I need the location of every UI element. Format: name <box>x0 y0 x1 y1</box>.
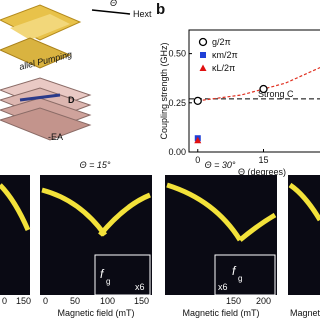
x-axis-label: Magnetic field (mT) <box>182 308 259 318</box>
legend-label: κm/2π <box>212 50 238 60</box>
x-tick-label: 200 <box>256 296 271 306</box>
y-axis-label: Coupling strength (GHz) <box>159 42 169 139</box>
chart-b: b0.000.250.5001530Θ (degrees)Coupling st… <box>156 1 320 177</box>
legend-marker <box>199 64 207 71</box>
legend-marker <box>200 52 206 58</box>
diagram: Hext Θ allel Pumping D -EA <box>0 0 152 142</box>
y-tick-label: 0.25 <box>168 98 186 108</box>
band <box>288 182 320 222</box>
inset-scale: x6 <box>218 282 228 292</box>
field-label: Hext <box>133 9 152 19</box>
x-tick-label: 0 <box>195 155 200 165</box>
layer <box>0 107 92 141</box>
reference-label: Strong C <box>258 89 294 99</box>
band <box>166 182 277 242</box>
spectrum <box>0 175 30 295</box>
spectra: f g x6 f g x6 Θ = 15° Θ = 30° 0 150 0 50… <box>0 160 320 318</box>
spectrum <box>288 175 320 295</box>
gold-strip <box>0 37 72 69</box>
arrow <box>91 9 131 15</box>
point <box>193 96 202 105</box>
x-tick-label: 50 <box>70 296 80 306</box>
inset-scale: x6 <box>135 282 145 292</box>
d-label: D <box>68 95 75 105</box>
point <box>259 84 268 94</box>
inset-f: f <box>232 264 237 278</box>
x-tick-label: 100 <box>100 296 115 306</box>
legend-label: κL/2π <box>212 63 235 73</box>
x-tick-label: 0 <box>2 296 7 306</box>
x-tick-label: 150 <box>16 296 31 306</box>
band <box>0 183 31 231</box>
x-axis-label: Θ (degrees) <box>238 167 286 177</box>
panel-title: Θ = 15° <box>80 160 111 170</box>
x-tick-label: 150 <box>226 296 241 306</box>
y-tick-label: 0.00 <box>168 147 186 157</box>
x-tick-label: 150 <box>134 296 149 306</box>
legend-label: g/2π <box>212 37 231 47</box>
inset-f: f <box>100 267 105 281</box>
inset <box>214 254 276 296</box>
arrow <box>19 93 61 102</box>
inset <box>94 254 151 296</box>
x-tick-label: 0 <box>43 296 48 306</box>
legend-marker <box>198 37 208 47</box>
x-tick-label: 15 <box>258 155 268 165</box>
inset-g: g <box>238 274 242 283</box>
x-axis-label: Magnetic field (mT) <box>57 308 134 318</box>
inset-g: g <box>106 277 110 286</box>
gold-strip <box>10 14 70 40</box>
panel-label: b <box>156 1 165 18</box>
point <box>194 136 202 144</box>
ea-label: -EA <box>48 132 63 142</box>
panel-title: Θ = 30° <box>205 160 236 170</box>
angle-label: Θ <box>110 0 117 8</box>
x-axis-label: Magnet <box>290 308 320 318</box>
y-tick-label: 0.50 <box>168 49 186 59</box>
band <box>41 187 151 237</box>
